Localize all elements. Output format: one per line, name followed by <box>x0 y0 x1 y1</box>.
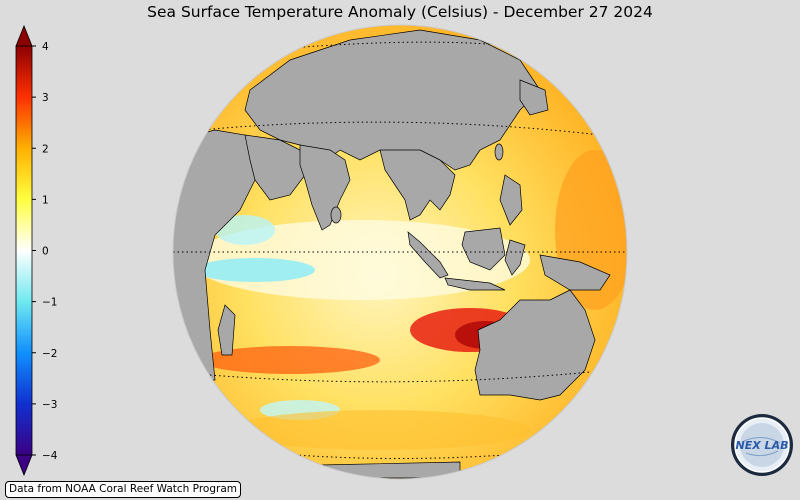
logo-text: NEX LAB <box>736 439 789 452</box>
land-sumatra <box>407 231 449 279</box>
land-borneo <box>461 227 506 271</box>
land-eurasia <box>244 29 541 171</box>
cool-anomaly-west-2 <box>215 215 275 245</box>
colorbar-tick-label: 4 <box>42 41 49 53</box>
data-credit-label: Data from NOAA Coral Reef Watch Program <box>5 481 241 498</box>
colorbar-tick-label: −4 <box>42 450 58 462</box>
latitude-line-30s <box>209 371 591 383</box>
globe-outline <box>172 24 628 480</box>
land-philippines <box>499 174 523 226</box>
land-indochina <box>379 149 456 221</box>
land-new-guinea <box>539 254 611 291</box>
warm-band-south <box>200 346 380 374</box>
land-taiwan <box>494 143 504 161</box>
colorbar-tick-label: −3 <box>42 399 57 411</box>
land-sulawesi <box>504 239 526 276</box>
colorbar-tick-label: 3 <box>42 92 49 104</box>
colorbar-tick-label: 0 <box>42 246 49 258</box>
latitude-lines <box>173 41 627 459</box>
colorbar-tick-label: 2 <box>42 143 49 155</box>
land-madagascar <box>217 304 236 356</box>
latitude-line-60n <box>289 41 501 49</box>
warm-southern <box>230 410 530 450</box>
latitude-line-30n <box>199 121 601 136</box>
cool-anomaly-west <box>195 258 315 282</box>
colorbar: 4 3 2 1 0 −1 −2 −3 −4 <box>15 24 58 477</box>
nexlab-logo: NEX LAB <box>731 414 793 476</box>
land-java <box>444 277 506 291</box>
land-australia <box>474 289 596 401</box>
colorbar-tick-label: −2 <box>42 348 57 360</box>
land-india <box>299 144 351 231</box>
land-japan <box>519 79 549 116</box>
colorbar-bottom-arrow <box>15 454 33 477</box>
colorbar-tick-label: −1 <box>42 297 57 309</box>
colorbar-tick-label: 1 <box>42 194 49 206</box>
land-sri-lanka <box>330 206 342 224</box>
land <box>173 29 611 479</box>
map-title: Sea Surface Temperature Anomaly (Celsius… <box>147 3 653 21</box>
